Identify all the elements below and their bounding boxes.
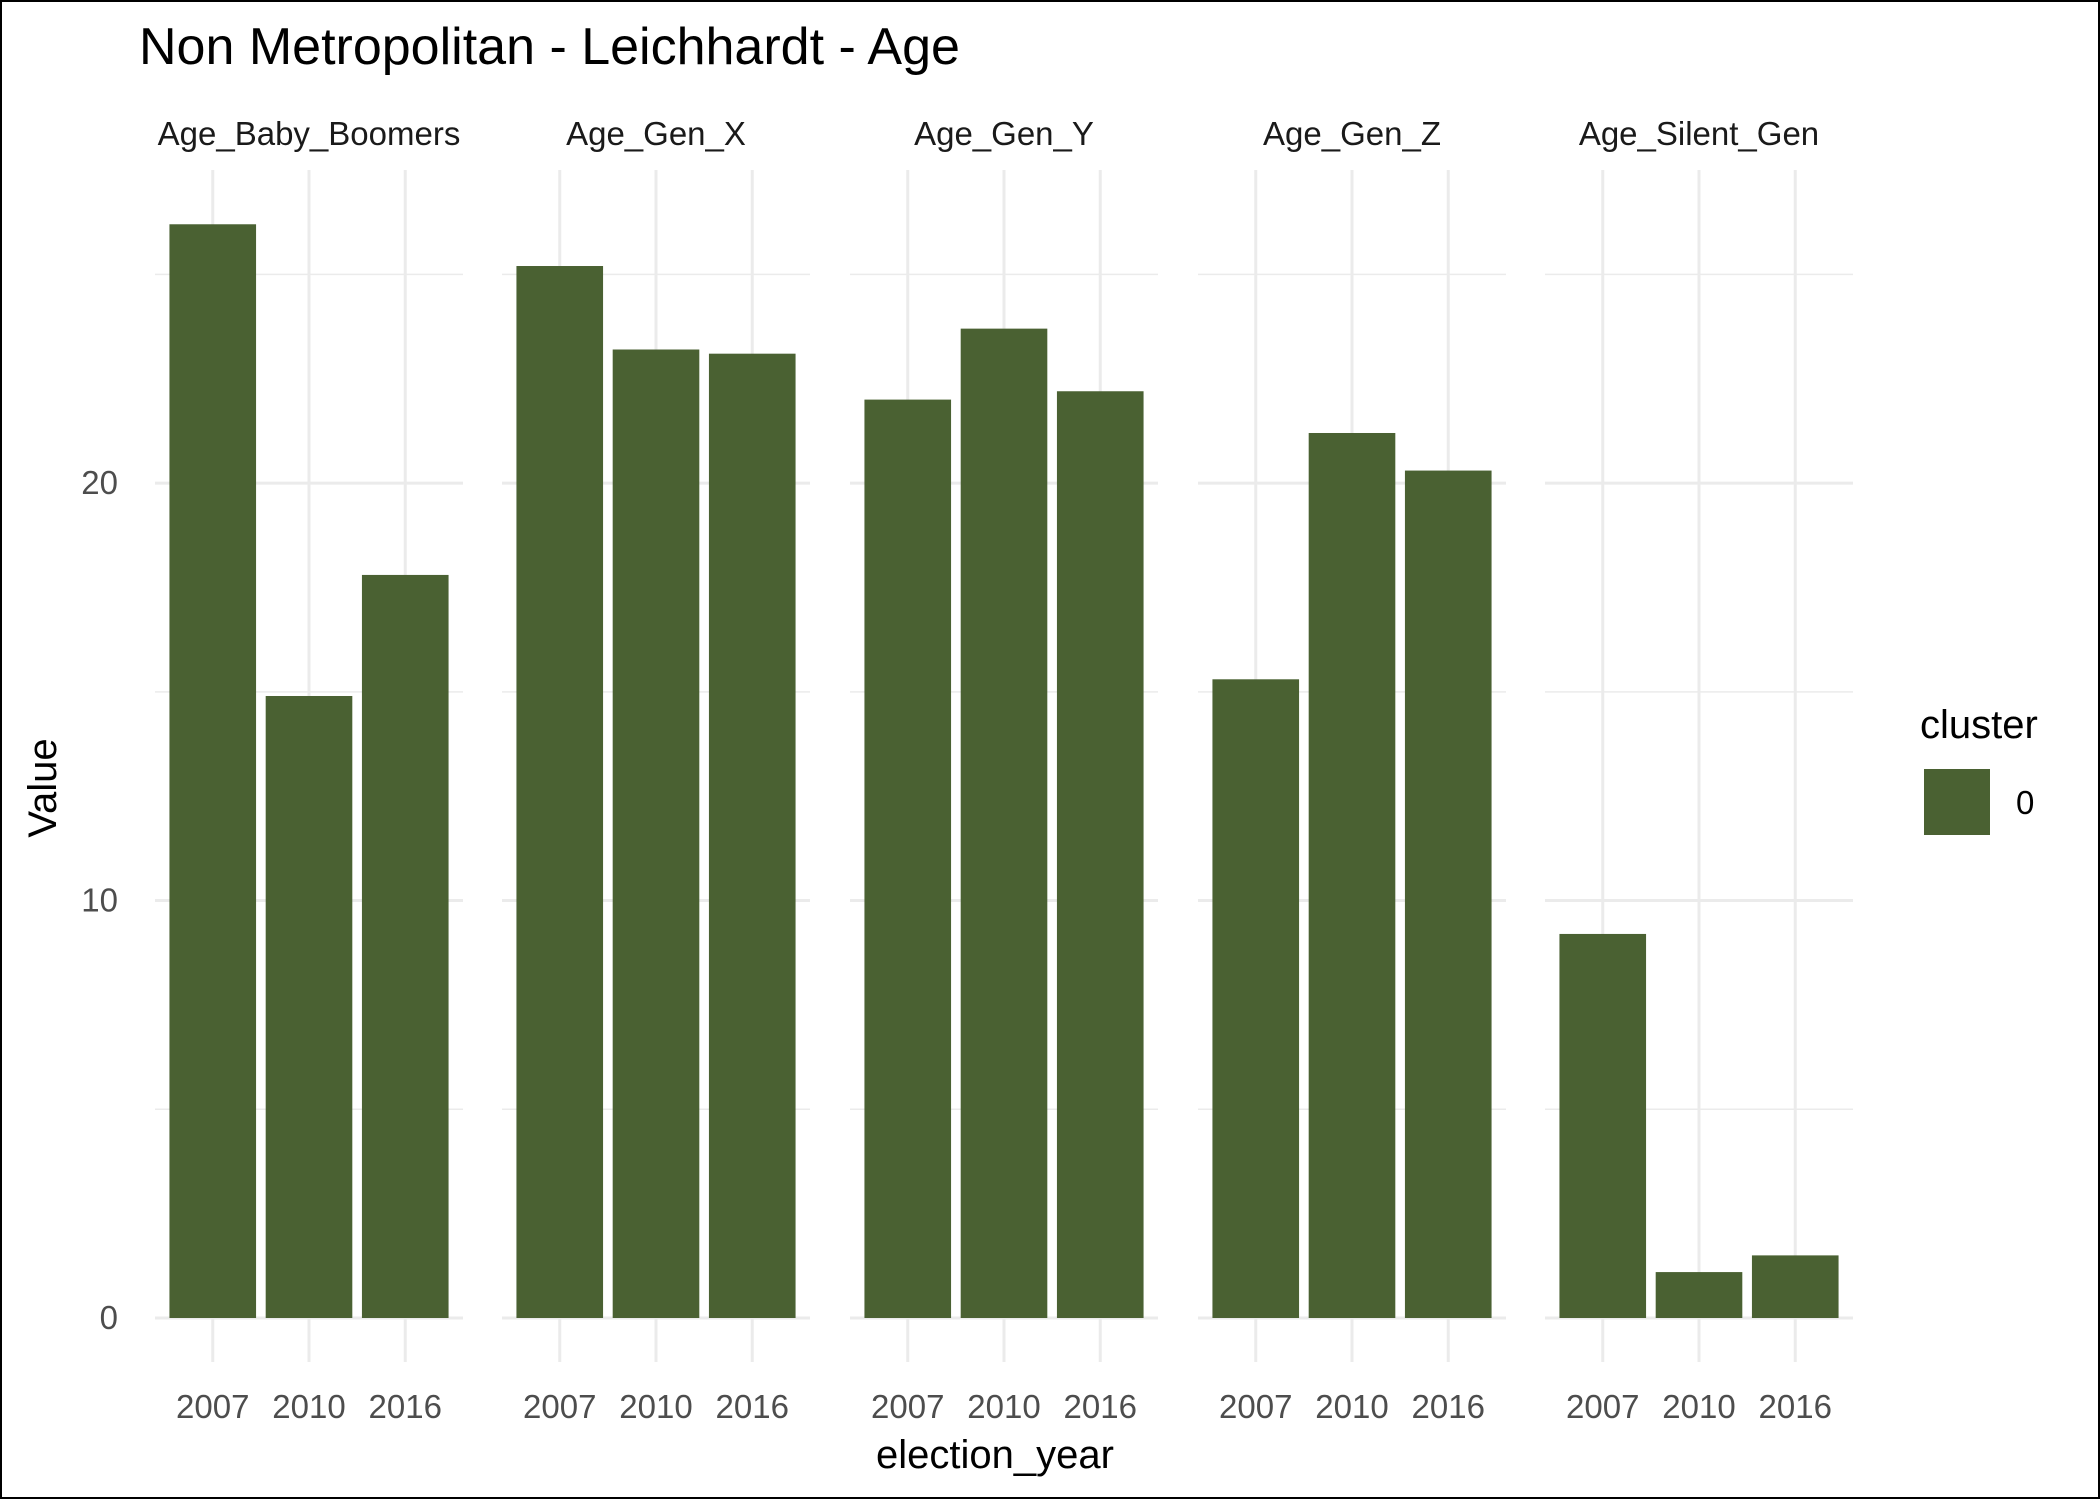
facet-label-Age_Baby_Boomers: Age_Baby_Boomers xyxy=(158,115,461,152)
facet-label-Age_Silent_Gen: Age_Silent_Gen xyxy=(1579,115,1819,152)
bar-Age_Gen_Z-2016 xyxy=(1404,470,1492,1318)
x-tick-label: 2016 xyxy=(1759,1388,1832,1425)
facet-label-Age_Gen_Y: Age_Gen_Y xyxy=(914,115,1094,152)
x-tick-label: 2007 xyxy=(1566,1388,1639,1425)
x-tick-label: 2010 xyxy=(1662,1388,1735,1425)
x-tick-label: 2010 xyxy=(272,1388,345,1425)
y-tick-label: 20 xyxy=(81,464,118,501)
x-tick-label: 2016 xyxy=(1064,1388,1137,1425)
x-tick-label: 2007 xyxy=(176,1388,249,1425)
x-tick-label: 2010 xyxy=(967,1388,1040,1425)
bar-Age_Silent_Gen-2016 xyxy=(1751,1255,1839,1318)
x-tick-label: 2016 xyxy=(716,1388,789,1425)
bar-Age_Gen_X-2016 xyxy=(708,353,796,1318)
bar-Age_Gen_Z-2007 xyxy=(1212,679,1300,1318)
bar-Age_Silent_Gen-2007 xyxy=(1559,933,1647,1318)
bar-Age_Gen_Y-2016 xyxy=(1056,391,1144,1318)
y-axis-title: Value xyxy=(21,738,65,837)
legend-label-0: 0 xyxy=(2016,784,2034,821)
bar-Age_Baby_Boomers-2010 xyxy=(265,695,353,1318)
legend: cluster 0 xyxy=(1920,703,2038,835)
legend-key-0 xyxy=(1924,769,1990,835)
bar-Age_Gen_Y-2007 xyxy=(864,399,952,1319)
y-tick-label: 0 xyxy=(100,1299,118,1336)
x-tick-label: 2007 xyxy=(871,1388,944,1425)
bar-Age_Gen_Y-2010 xyxy=(960,328,1048,1319)
bar-Age_Gen_X-2010 xyxy=(612,349,700,1318)
bar-Age_Gen_X-2007 xyxy=(516,266,604,1319)
chart-title: Non Metropolitan - Leichhardt - Age xyxy=(139,18,960,76)
x-tick-label: 2007 xyxy=(1219,1388,1292,1425)
x-tick-label: 2016 xyxy=(1412,1388,1485,1425)
x-tick-label: 2010 xyxy=(1315,1388,1388,1425)
x-axis-title: election_year xyxy=(876,1433,1114,1477)
y-tick-label: 10 xyxy=(81,882,118,919)
bar-Age_Baby_Boomers-2007 xyxy=(169,224,257,1319)
x-tick-label: 2010 xyxy=(619,1388,692,1425)
x-tick-label: 2016 xyxy=(369,1388,442,1425)
x-tick-label: 2007 xyxy=(523,1388,596,1425)
legend-title: cluster xyxy=(1920,703,2038,747)
bar-Age_Silent_Gen-2010 xyxy=(1655,1272,1743,1318)
bar-Age_Baby_Boomers-2016 xyxy=(361,574,449,1318)
facet-label-Age_Gen_Z: Age_Gen_Z xyxy=(1263,115,1441,152)
bar-Age_Gen_Z-2010 xyxy=(1308,432,1396,1319)
facet-label-Age_Gen_X: Age_Gen_X xyxy=(566,115,746,152)
